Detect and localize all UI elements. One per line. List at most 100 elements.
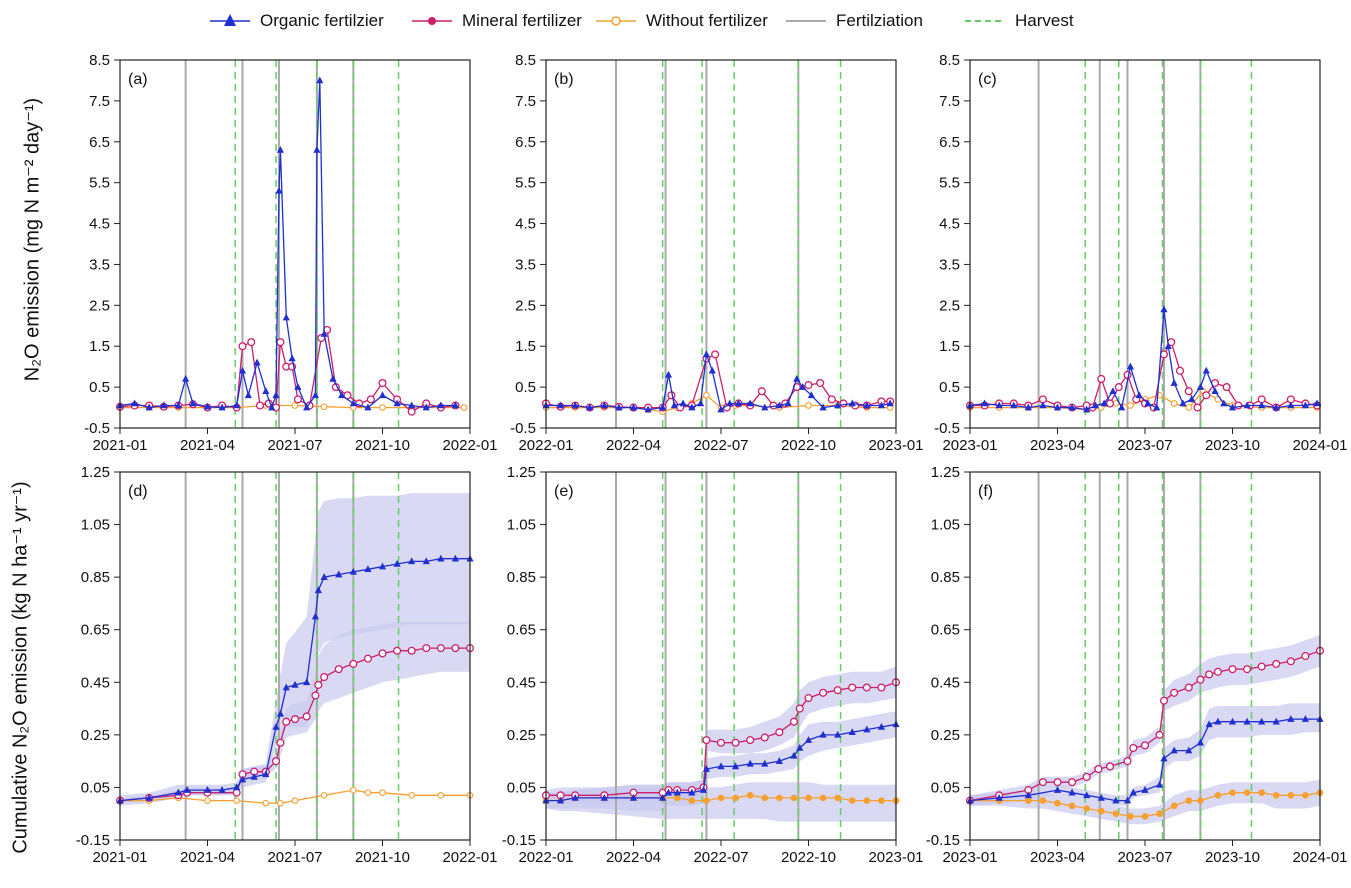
panel-f-point-mineral — [1053, 778, 1062, 787]
panel-c-xtick-label: 2023-07 — [1117, 437, 1172, 454]
panel-e-point-mineral — [775, 728, 784, 737]
panel-e-ytick-label: 1.05 — [507, 517, 536, 534]
panel-f-point-organic — [1205, 720, 1213, 728]
panel-a-ytick-label: 5.5 — [89, 175, 110, 192]
panel-f-point-organic — [1228, 717, 1237, 725]
panel-a-point-organic — [189, 399, 197, 407]
panel-b-ytick-label: 6.5 — [515, 134, 536, 151]
panel-f-band-mineral — [970, 635, 1320, 806]
panel-f-point-without — [1068, 802, 1076, 810]
panel-e-ytick-label: 0.65 — [507, 622, 536, 639]
panel-d-point-mineral — [393, 646, 402, 655]
panel-e-point-organic — [790, 751, 798, 759]
panel-d-point-organic — [276, 709, 285, 717]
legend-without-marker — [596, 16, 636, 26]
panel-e-ytick-label: 0.25 — [507, 727, 536, 744]
panel-e-point-organic — [600, 793, 608, 801]
panel-c-point-organic — [1135, 391, 1143, 399]
panel-d-point-organic — [203, 786, 212, 793]
panel-f-point-organic — [1083, 791, 1091, 799]
panel-f-point-organic — [1123, 796, 1132, 804]
panel-f-ytick-label: 0.05 — [931, 779, 960, 796]
panel-b-ytick-label: -0.5 — [510, 420, 536, 437]
panel-b-point-organic — [793, 374, 801, 382]
panel-e-point-organic — [834, 730, 842, 738]
panel-f-point-organic — [1272, 717, 1280, 725]
panel-b-ytick-label: 4.5 — [515, 216, 536, 233]
panel-e-point-organic — [761, 759, 769, 767]
panel-b-point-organic — [717, 405, 725, 413]
panel-a-xtick-label: 2021-10 — [355, 437, 410, 454]
panel-a-point-organic — [451, 401, 460, 409]
panel-f-point-mineral — [1196, 675, 1205, 684]
panel-e-xtick-label: 2022-07 — [693, 849, 748, 866]
panel-a-point-mineral — [293, 395, 302, 404]
panel-f-point-organic — [1214, 717, 1222, 725]
panel-c-point-mineral — [1234, 401, 1243, 410]
panel-a-point-mineral — [366, 395, 375, 404]
panel-c-point-organic — [995, 401, 1003, 409]
panel-d-point-mineral — [282, 717, 291, 726]
panel-c-point-organic — [1024, 403, 1032, 411]
panel-e-point-mineral — [877, 683, 886, 692]
panel-d-point-organic — [238, 775, 247, 783]
panel-a-ytick-label: 8.5 — [89, 52, 110, 69]
panel-f-point-mineral — [1123, 757, 1132, 766]
panel-e-point-mineral — [862, 683, 871, 692]
panel-b-point-mineral — [711, 350, 720, 359]
panel-d-label: (d) — [128, 483, 148, 500]
panel-a-point-organic — [282, 313, 290, 321]
panel-a-point-organic — [288, 354, 296, 362]
panel-f-point-organic — [1243, 717, 1251, 725]
panel-b-point-mineral — [839, 399, 848, 408]
panel-b-line-organic — [546, 354, 891, 411]
panel-d-point-mineral — [349, 659, 358, 668]
panel-f-point-mineral — [1213, 667, 1222, 676]
legend-organic: Organic fertilzier — [210, 8, 384, 34]
panel-a-point-organic — [262, 387, 270, 394]
panel-b-point-organic — [659, 403, 667, 411]
panel-a-ytick-label: -0.5 — [84, 420, 110, 437]
panel-e-point-mineral — [819, 688, 828, 697]
panel-c-point-without — [1170, 400, 1178, 407]
panel-e-xtick-label: 2022-10 — [781, 849, 836, 866]
panel-d-band-mineral — [120, 621, 470, 804]
panel-d-point-organic — [437, 554, 445, 562]
panel-e-point-organic — [796, 744, 804, 751]
panel-a-ytick-label: 1.5 — [89, 338, 110, 355]
panel-f-point-organic — [1024, 791, 1032, 799]
panel-e-point-mineral — [731, 738, 740, 747]
panel-f-point-without — [1112, 810, 1120, 818]
panel-e-point-mineral — [804, 694, 813, 703]
legend-organic-marker — [210, 14, 250, 26]
panel-d-point-organic — [349, 567, 357, 575]
legend-mineral-marker — [412, 17, 452, 25]
panel-f-ytick-label: 0.45 — [931, 674, 960, 691]
panel-f-point-without — [1083, 805, 1091, 812]
panel-f-point-mineral — [1129, 743, 1138, 753]
panel-f-point-organic — [1129, 788, 1137, 796]
panel-c-point-organic — [1228, 403, 1237, 411]
panel-e-point-without — [834, 794, 842, 802]
panel-f-point-mineral — [1286, 657, 1295, 666]
panel-a-xtick-label: 2021-01 — [92, 437, 147, 454]
legend-fertilization-marker — [786, 20, 826, 22]
panel-f-point-without — [1170, 802, 1178, 810]
panel-a-point-without — [320, 403, 328, 411]
panel-f-point-without — [1185, 797, 1193, 804]
panel-a-point-organic — [294, 383, 302, 390]
legend-fertilization-label: Fertilziation — [836, 11, 923, 30]
panel-a-ytick-label: 6.5 — [89, 134, 110, 151]
panel-f-point-organic — [1170, 746, 1178, 754]
panel-a-point-organic — [238, 366, 247, 374]
panel-c-point-organic — [1153, 403, 1161, 411]
panel-c-ytick-label: 6.5 — [939, 134, 960, 151]
panel-b-ytick-label: 0.5 — [515, 379, 536, 396]
panel-d-point-mineral — [311, 691, 320, 700]
panel-d-ytick-label: 1.25 — [81, 464, 110, 481]
panel-c-point-organic — [1091, 401, 1100, 409]
panel-d-point-mineral — [232, 788, 241, 797]
panel-f-point-mineral — [1155, 730, 1164, 739]
panel-b-xtick-label: 2022-10 — [781, 437, 836, 454]
panel-c-point-without — [1185, 404, 1193, 411]
